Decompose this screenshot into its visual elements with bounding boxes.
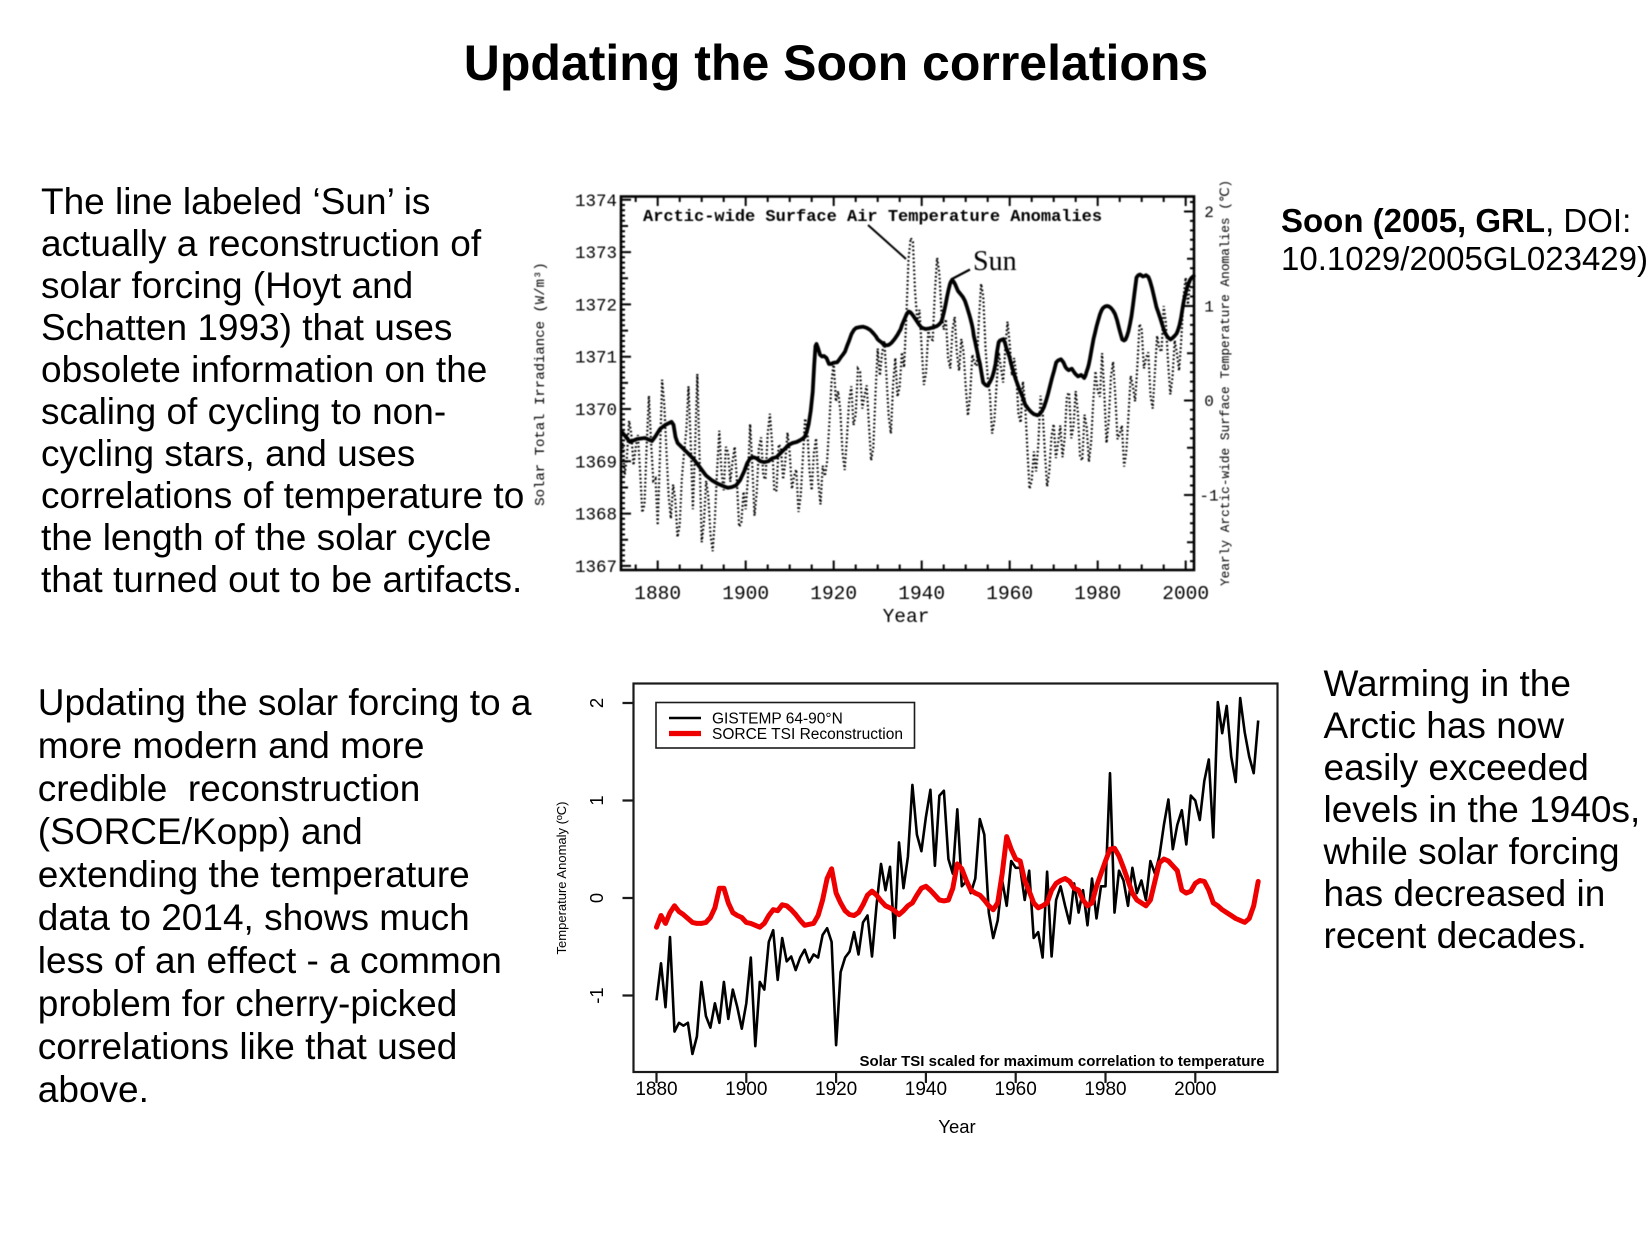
svg-text:1960: 1960: [995, 1079, 1037, 1100]
svg-text:1920: 1920: [815, 1079, 857, 1100]
svg-text:-1: -1: [586, 987, 607, 1003]
svg-text:0: 0: [1204, 393, 1214, 411]
svg-text:Solar Total Irradiance (W/m³): Solar Total Irradiance (W/m³): [533, 262, 549, 506]
svg-text:Solar TSI scaled for maximum c: Solar TSI scaled for maximum correlation…: [859, 1053, 1264, 1070]
svg-text:GISTEMP 64-90°N: GISTEMP 64-90°N: [712, 711, 843, 728]
svg-text:Year: Year: [938, 1116, 975, 1137]
svg-text:1920: 1920: [810, 583, 857, 605]
svg-text:1900: 1900: [725, 1079, 767, 1100]
svg-text:1374: 1374: [575, 192, 617, 212]
svg-text:2000: 2000: [1174, 1079, 1216, 1100]
svg-text:1371: 1371: [575, 349, 617, 369]
svg-text:-1: -1: [1199, 488, 1218, 506]
svg-text:1960: 1960: [986, 583, 1033, 605]
svg-text:0: 0: [586, 893, 607, 903]
svg-text:1370: 1370: [575, 401, 617, 421]
svg-text:1940: 1940: [898, 583, 945, 605]
svg-text:1980: 1980: [1084, 1079, 1126, 1100]
svg-text:2: 2: [586, 698, 607, 708]
svg-text:1368: 1368: [575, 506, 617, 526]
svg-text:Yearly Arctic-wide Surface Tem: Yearly Arctic-wide Surface Temperature A…: [1218, 180, 1233, 586]
svg-text:1372: 1372: [575, 296, 617, 316]
svg-text:1940: 1940: [905, 1079, 947, 1100]
svg-text:Year: Year: [883, 606, 930, 628]
svg-text:1: 1: [586, 795, 607, 805]
svg-text:2000: 2000: [1162, 583, 1209, 605]
svg-text:1369: 1369: [575, 453, 617, 473]
svg-text:1: 1: [1204, 299, 1214, 317]
svg-text:Arctic-wide Surface Air Temper: Arctic-wide Surface Air Temperature Anom…: [643, 208, 1102, 227]
svg-text:2: 2: [1204, 204, 1214, 222]
svg-text:Sun: Sun: [973, 246, 1017, 277]
svg-text:1880: 1880: [635, 1079, 677, 1100]
svg-text:1880: 1880: [634, 583, 681, 605]
svg-text:1900: 1900: [722, 583, 769, 605]
svg-text:1373: 1373: [575, 244, 617, 264]
svg-text:Temperature Anomaly (ºC): Temperature Anomaly (ºC): [554, 802, 569, 955]
svg-text:1980: 1980: [1074, 583, 1121, 605]
svg-text:SORCE TSI Reconstruction: SORCE TSI Reconstruction: [712, 726, 903, 743]
svg-text:1367: 1367: [575, 558, 617, 578]
